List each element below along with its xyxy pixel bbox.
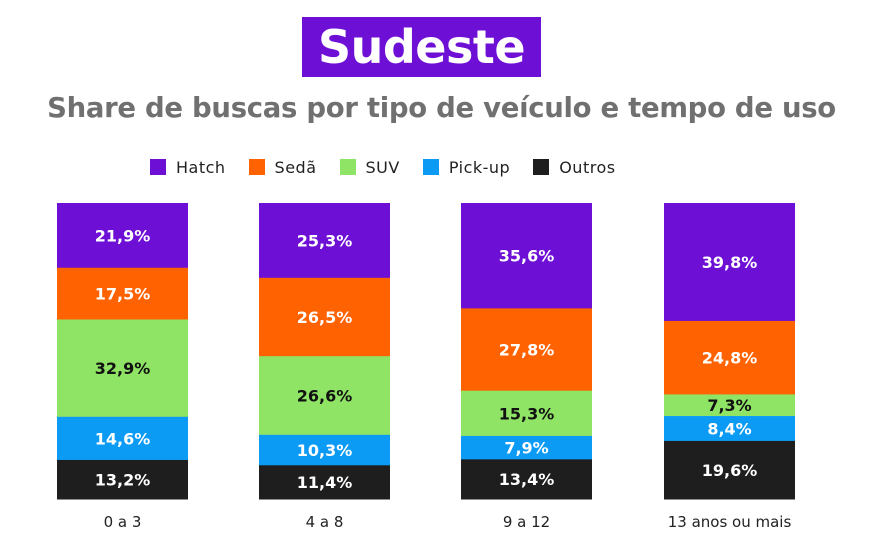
data-label: 25,3% — [297, 231, 353, 250]
bar-segment-suv-1 — [259, 356, 390, 436]
chart-title: Sudeste — [317, 20, 526, 74]
data-label: 35,6% — [499, 247, 555, 266]
x-tick-label: 9 a 12 — [503, 513, 550, 531]
bar-segment-sed--0 — [57, 267, 188, 321]
data-label: 39,8% — [702, 253, 758, 272]
x-tick-label: 4 a 8 — [306, 513, 344, 531]
title-box: Sudeste — [302, 17, 541, 77]
data-label: 11,4% — [297, 473, 353, 492]
bar-segment-outros-1 — [259, 465, 390, 500]
legend-label: Outros — [559, 157, 616, 177]
data-label: 13,4% — [499, 470, 555, 489]
bar-segment-hatch-3 — [664, 203, 795, 322]
bar-segment-outros-0 — [57, 459, 188, 500]
data-label: 13,2% — [95, 470, 151, 489]
legend: Hatch Sedã SUV Pick-up Outros — [150, 155, 639, 179]
bar-segment-pick-up-0 — [57, 416, 188, 461]
bar-segment-hatch-0 — [57, 203, 188, 269]
data-label: 32,9% — [95, 359, 151, 378]
data-label: 14,6% — [95, 429, 151, 448]
chart-subtitle: Share de buscas por tipo de veículo e te… — [47, 92, 836, 124]
data-label: 7,9% — [504, 439, 548, 458]
data-label: 21,9% — [95, 226, 151, 245]
data-label: 24,8% — [702, 349, 758, 368]
data-label: 8,4% — [707, 419, 751, 438]
x-tick-label: 13 anos ou mais — [668, 513, 792, 531]
legend-label: Sedã — [274, 157, 317, 177]
legend-item-suv: SUV — [339, 157, 400, 177]
data-label: 26,5% — [297, 308, 353, 327]
legend-label: Pick-up — [448, 157, 511, 177]
data-label: 17,5% — [95, 285, 151, 304]
data-label: 15,3% — [499, 404, 555, 423]
legend-label: SUV — [365, 157, 400, 177]
legend-swatch — [533, 159, 550, 175]
bar-segment-outros-3 — [664, 440, 795, 500]
legend-item-hatch: Hatch — [150, 158, 226, 177]
x-tick-label: 0 a 3 — [104, 513, 142, 531]
bar-segment-sed--3 — [664, 320, 795, 395]
data-label: 10,3% — [297, 441, 353, 460]
legend-item-pick-up: Pick-up — [422, 157, 511, 177]
legend-label: Hatch — [176, 157, 226, 177]
bar-segment-pick-up-1 — [259, 434, 390, 466]
data-label: 27,8% — [499, 341, 555, 360]
bar-segment-hatch-2 — [461, 203, 592, 309]
legend-swatch — [248, 159, 265, 175]
bar-segment-outros-2 — [461, 459, 592, 500]
data-label: 19,6% — [702, 461, 758, 480]
bar-segment-suv-3 — [664, 394, 795, 417]
bar-segment-sed--1 — [259, 277, 390, 357]
legend-item-sed-: Sedã — [248, 157, 317, 177]
legend-swatch — [150, 159, 166, 175]
bar-segment-suv-2 — [461, 390, 592, 437]
bar-segment-pick-up-3 — [664, 416, 795, 442]
data-label: 7,3% — [707, 396, 751, 415]
legend-swatch — [339, 159, 356, 175]
legend-swatch — [422, 159, 439, 175]
legend-item-outros: Outros — [533, 158, 615, 177]
data-label: 26,6% — [297, 387, 353, 406]
bar-segment-sed--2 — [461, 308, 592, 392]
bar-segment-pick-up-2 — [461, 435, 592, 460]
bar-segment-hatch-1 — [259, 203, 390, 279]
bar-segment-suv-0 — [57, 319, 188, 418]
